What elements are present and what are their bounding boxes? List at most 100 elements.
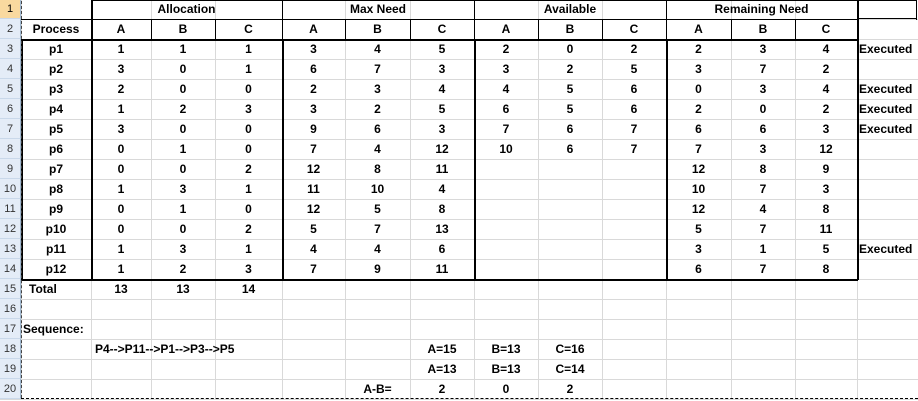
cell-avail[interactable]: 5 <box>566 82 574 96</box>
cell-avail[interactable] <box>474 199 538 219</box>
cell-max[interactable]: 11 <box>435 162 449 176</box>
cell-alloc[interactable]: 1 <box>117 102 125 116</box>
cell-alloc[interactable]: 0 <box>179 162 187 176</box>
cell-avail[interactable] <box>474 259 538 279</box>
column-header-process[interactable]: Process <box>32 22 80 36</box>
cell-rem[interactable]: 6 <box>759 122 767 136</box>
cell-rem[interactable]: 10 <box>691 182 706 196</box>
column-header-abc[interactable]: B <box>178 22 188 36</box>
cell-max[interactable]: 3 <box>310 102 317 116</box>
cell-max[interactable]: 7 <box>310 142 317 156</box>
column-header-abc[interactable]: A <box>309 22 318 36</box>
group-header[interactable]: Max Need <box>349 2 407 16</box>
cell-avail[interactable] <box>474 239 538 259</box>
cell-rem[interactable]: 3 <box>695 62 702 76</box>
cell-avail[interactable]: 5 <box>630 62 638 76</box>
sequence-label[interactable]: Sequence: <box>23 322 84 336</box>
cell-alloc[interactable]: 0 <box>117 202 125 216</box>
total-label[interactable]: Total <box>29 282 57 296</box>
column-header-abc[interactable]: A <box>694 22 703 36</box>
cell-avail[interactable] <box>602 199 666 219</box>
cell-max[interactable]: 3 <box>438 62 446 76</box>
row-header[interactable]: 19 <box>0 359 21 379</box>
calc-value[interactable]: B=13 <box>491 362 521 376</box>
cell-avail[interactable]: 7 <box>630 122 638 136</box>
cell-max[interactable]: 4 <box>374 242 381 256</box>
cell-max[interactable]: 4 <box>438 182 446 196</box>
cell-alloc[interactable]: 2 <box>179 102 187 116</box>
row-header[interactable]: 16 <box>0 299 21 319</box>
cell-rem[interactable]: 4 <box>822 82 830 96</box>
cell-max[interactable]: 13 <box>435 222 449 236</box>
cell-rem[interactable]: 5 <box>695 222 702 236</box>
cell-max[interactable]: 7 <box>310 262 317 276</box>
cell-avail[interactable] <box>474 159 538 179</box>
cell-rem[interactable]: 0 <box>759 102 767 116</box>
cell-rem[interactable]: 6 <box>695 262 702 276</box>
row-header[interactable]: 11 <box>0 199 21 219</box>
row-header[interactable]: 4 <box>0 59 21 79</box>
cell-avail[interactable] <box>538 159 602 179</box>
cell-max[interactable]: 4 <box>374 42 381 56</box>
cell-max[interactable]: 6 <box>374 122 381 136</box>
group-header[interactable]: Remaining Need <box>714 2 809 16</box>
cell-avail[interactable] <box>538 199 602 219</box>
cell-alloc[interactable]: 0 <box>117 222 125 236</box>
cell-rem[interactable]: 12 <box>691 162 706 176</box>
cell-max[interactable]: 3 <box>438 122 446 136</box>
cell-alloc[interactable]: 0 <box>179 122 187 136</box>
column-header-abc[interactable]: C <box>244 22 253 36</box>
cell-rem[interactable]: 7 <box>759 222 767 236</box>
cell-max[interactable]: 12 <box>306 202 321 216</box>
calc-value[interactable]: B=13 <box>491 342 521 356</box>
cell-alloc[interactable]: 1 <box>117 262 125 276</box>
cell-alloc[interactable]: 1 <box>245 242 252 256</box>
cell-avail[interactable]: 2 <box>566 62 574 76</box>
cell-alloc[interactable]: 1 <box>245 42 252 56</box>
process-name[interactable]: p10 <box>45 222 67 236</box>
process-name[interactable]: p3 <box>48 82 63 96</box>
cell-rem[interactable]: 7 <box>759 62 767 76</box>
row-header[interactable]: 14 <box>0 259 21 279</box>
cell-alloc[interactable]: 0 <box>245 82 252 96</box>
cell-rem[interactable]: 2 <box>822 62 830 76</box>
status-executed[interactable] <box>859 179 918 199</box>
cell-max[interactable]: 7 <box>374 222 381 236</box>
cell-max[interactable]: 8 <box>438 202 446 216</box>
cell-alloc[interactable]: 0 <box>245 202 252 216</box>
cell-rem[interactable]: 3 <box>759 82 767 96</box>
cell-rem[interactable]: 7 <box>759 182 767 196</box>
process-name[interactable]: p9 <box>48 202 63 216</box>
cell-alloc[interactable]: 2 <box>245 222 252 236</box>
cell-rem[interactable]: 5 <box>822 242 830 256</box>
cell-rem[interactable]: 3 <box>695 242 702 256</box>
cell-max[interactable]: 3 <box>310 42 317 56</box>
cell-max[interactable]: 11 <box>307 182 320 196</box>
cell-avail[interactable]: 6 <box>630 102 638 116</box>
status-executed[interactable]: Executed <box>859 82 913 96</box>
cell-rem[interactable]: 4 <box>759 202 767 216</box>
cell-rem[interactable]: 3 <box>822 182 830 196</box>
cell-max[interactable]: 10 <box>370 182 385 196</box>
process-name[interactable]: p12 <box>45 262 67 276</box>
cell-avail[interactable]: 2 <box>630 42 638 56</box>
cell-alloc[interactable]: 1 <box>117 242 125 256</box>
cell-rem[interactable]: 3 <box>759 142 767 156</box>
cell-alloc[interactable]: 3 <box>245 102 252 116</box>
cell-alloc[interactable]: 1 <box>179 142 187 156</box>
column-header-abc[interactable]: A <box>501 22 511 36</box>
cell-avail[interactable]: 6 <box>502 102 510 116</box>
cell-rem[interactable]: 8 <box>822 202 830 216</box>
cell-rem[interactable]: 7 <box>695 142 702 156</box>
cell-max[interactable]: 9 <box>374 262 381 276</box>
cell-avail[interactable] <box>538 259 602 279</box>
row-header[interactable]: 18 <box>0 339 21 359</box>
status-executed[interactable] <box>859 219 918 239</box>
cell-avail[interactable] <box>602 259 666 279</box>
status-executed[interactable]: Executed <box>859 102 913 116</box>
calc-value[interactable]: A=15 <box>427 342 457 356</box>
cell-max[interactable]: 5 <box>310 222 317 236</box>
cell-avail[interactable]: 6 <box>630 82 638 96</box>
row-header[interactable]: 13 <box>0 239 21 259</box>
column-header-abc[interactable]: C <box>629 22 639 36</box>
